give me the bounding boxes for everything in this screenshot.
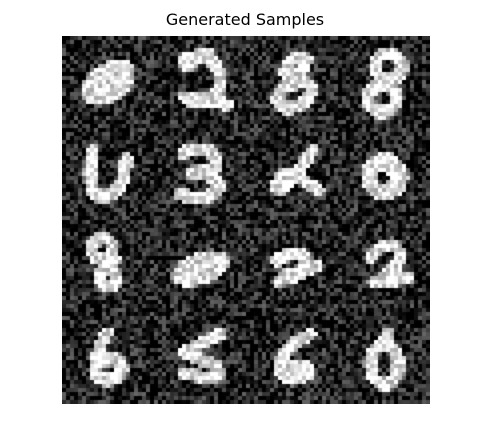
samples-canvas (62, 36, 430, 404)
figure-title: Generated Samples (165, 10, 325, 29)
samples-grid (62, 36, 430, 404)
